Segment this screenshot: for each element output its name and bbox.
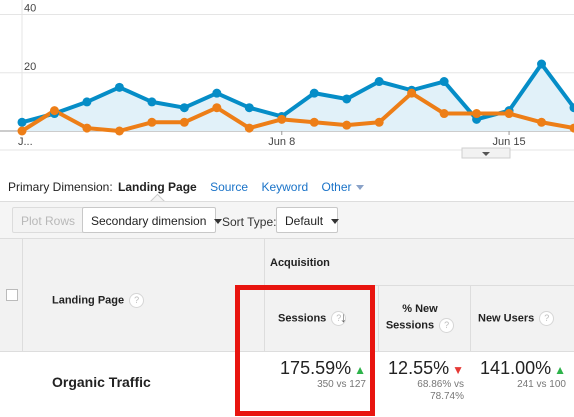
help-icon[interactable]: ? bbox=[129, 293, 144, 308]
sort-type-label: Sort Type: bbox=[222, 215, 276, 229]
dimension-source-link[interactable]: Source bbox=[210, 180, 248, 194]
series-1-point[interactable] bbox=[180, 103, 189, 112]
table-row[interactable]: Organic Traffic 175.59%▲ 350 vs 127 12.5… bbox=[0, 352, 574, 417]
series-2-point[interactable] bbox=[472, 109, 481, 118]
select-all-checkbox[interactable] bbox=[6, 289, 18, 301]
sessions-compare: 350 vs 127 bbox=[266, 379, 366, 391]
dimension-keyword-link[interactable]: Keyword bbox=[261, 180, 308, 194]
series-1-point[interactable] bbox=[310, 89, 319, 98]
table-toolbar: Plot Rows Secondary dimension Sort Type:… bbox=[0, 201, 574, 239]
x-tick-label: J... bbox=[18, 136, 33, 148]
series-2-point[interactable] bbox=[375, 118, 384, 127]
series-2-point[interactable] bbox=[537, 118, 546, 127]
series-2-point[interactable] bbox=[212, 103, 221, 112]
series-2-point[interactable] bbox=[505, 109, 514, 118]
series-1-point[interactable] bbox=[375, 77, 384, 86]
series-1-point[interactable] bbox=[147, 97, 156, 106]
column-landing-page-label: Landing Page bbox=[52, 294, 124, 306]
series-1-point[interactable] bbox=[82, 97, 91, 106]
series-2-point[interactable] bbox=[310, 118, 319, 127]
secondary-dimension-dropdown[interactable]: Secondary dimension bbox=[82, 207, 216, 233]
series-2-point[interactable] bbox=[115, 127, 124, 136]
series-1-point[interactable] bbox=[342, 94, 351, 103]
help-icon[interactable]: ? bbox=[539, 311, 554, 326]
series-2-point[interactable] bbox=[245, 124, 254, 133]
series-2-point[interactable] bbox=[277, 115, 286, 124]
y-tick-label: 40 bbox=[24, 3, 36, 15]
column-new-sessions-line1: % New bbox=[378, 303, 462, 315]
series-1-point[interactable] bbox=[440, 77, 449, 86]
column-new-users[interactable]: New Users? bbox=[478, 311, 554, 326]
new-sessions-compare-2: 78.74% bbox=[380, 391, 464, 403]
column-sessions-label: Sessions bbox=[278, 312, 326, 324]
help-icon[interactable]: ? bbox=[439, 318, 454, 333]
chevron-down-icon bbox=[356, 185, 364, 190]
y-tick-label: 20 bbox=[24, 61, 36, 73]
primary-dimension-bar: Primary Dimension: Landing Page Source K… bbox=[8, 180, 364, 194]
sessions-cell: 175.59%▲ 350 vs 127 bbox=[266, 358, 366, 391]
sort-type-value: Default bbox=[285, 214, 323, 228]
primary-dimension-label: Primary Dimension: bbox=[8, 180, 113, 194]
series-1-point[interactable] bbox=[245, 103, 254, 112]
series-2-point[interactable] bbox=[180, 118, 189, 127]
secondary-dimension-label: Secondary dimension bbox=[91, 214, 206, 228]
series-2-point[interactable] bbox=[18, 127, 27, 136]
sort-descending-icon[interactable]: ↓ bbox=[340, 309, 347, 325]
series-2-point[interactable] bbox=[440, 109, 449, 118]
acquisition-group-header: Acquisition bbox=[270, 257, 330, 269]
plot-rows-button[interactable]: Plot Rows bbox=[12, 207, 84, 233]
column-new-users-label: New Users bbox=[478, 312, 534, 324]
series-2-point[interactable] bbox=[407, 89, 416, 98]
table-header: Acquisition Landing Page? Sessions? ↓ % … bbox=[0, 239, 574, 352]
new-users-compare: 241 vs 100 bbox=[472, 379, 566, 391]
column-new-sessions-line2: Sessions bbox=[386, 319, 434, 331]
new-sessions-compare-1: 68.86% vs bbox=[380, 379, 464, 391]
series-1-point[interactable] bbox=[115, 83, 124, 92]
row-label-organic-traffic: Organic Traffic bbox=[52, 374, 151, 390]
sessions-line-chart: 40 20 J... Jun 8 Jun 15 bbox=[0, 0, 574, 160]
series-2-point[interactable] bbox=[82, 124, 91, 133]
sessions-value: 175.59% bbox=[280, 358, 351, 378]
new-sessions-cell: 12.55%▼ 68.86% vs 78.74% bbox=[380, 358, 464, 403]
x-tick-label: Jun 8 bbox=[268, 136, 295, 148]
series-1-point[interactable] bbox=[18, 118, 27, 127]
column-landing-page[interactable]: Landing Page? bbox=[52, 293, 144, 308]
series-1-point[interactable] bbox=[537, 60, 546, 69]
down-arrow-icon: ▼ bbox=[452, 363, 464, 377]
new-users-cell: 141.00%▲ 241 vs 100 bbox=[472, 358, 566, 391]
x-tick-label: Jun 15 bbox=[493, 136, 526, 148]
up-arrow-icon: ▲ bbox=[554, 363, 566, 377]
series-2-point[interactable] bbox=[147, 118, 156, 127]
column-sessions[interactable]: Sessions? bbox=[278, 311, 346, 326]
new-sessions-value: 12.55% bbox=[388, 358, 449, 378]
sort-type-dropdown[interactable]: Default bbox=[276, 207, 338, 233]
report-table: Acquisition Landing Page? Sessions? ↓ % … bbox=[0, 238, 574, 417]
up-arrow-icon: ▲ bbox=[354, 363, 366, 377]
dimension-other-link[interactable]: Other bbox=[321, 180, 363, 194]
chart-scroll-handle[interactable] bbox=[462, 148, 510, 158]
dimension-other-label: Other bbox=[321, 180, 351, 194]
series-1-point[interactable] bbox=[212, 89, 221, 98]
series-2-point[interactable] bbox=[50, 106, 59, 115]
series-2-point[interactable] bbox=[342, 121, 351, 130]
column-new-sessions[interactable]: % New Sessions? bbox=[378, 303, 462, 333]
chevron-down-icon bbox=[331, 219, 339, 224]
new-users-value: 141.00% bbox=[480, 358, 551, 378]
dimension-landing-page[interactable]: Landing Page bbox=[118, 180, 197, 194]
